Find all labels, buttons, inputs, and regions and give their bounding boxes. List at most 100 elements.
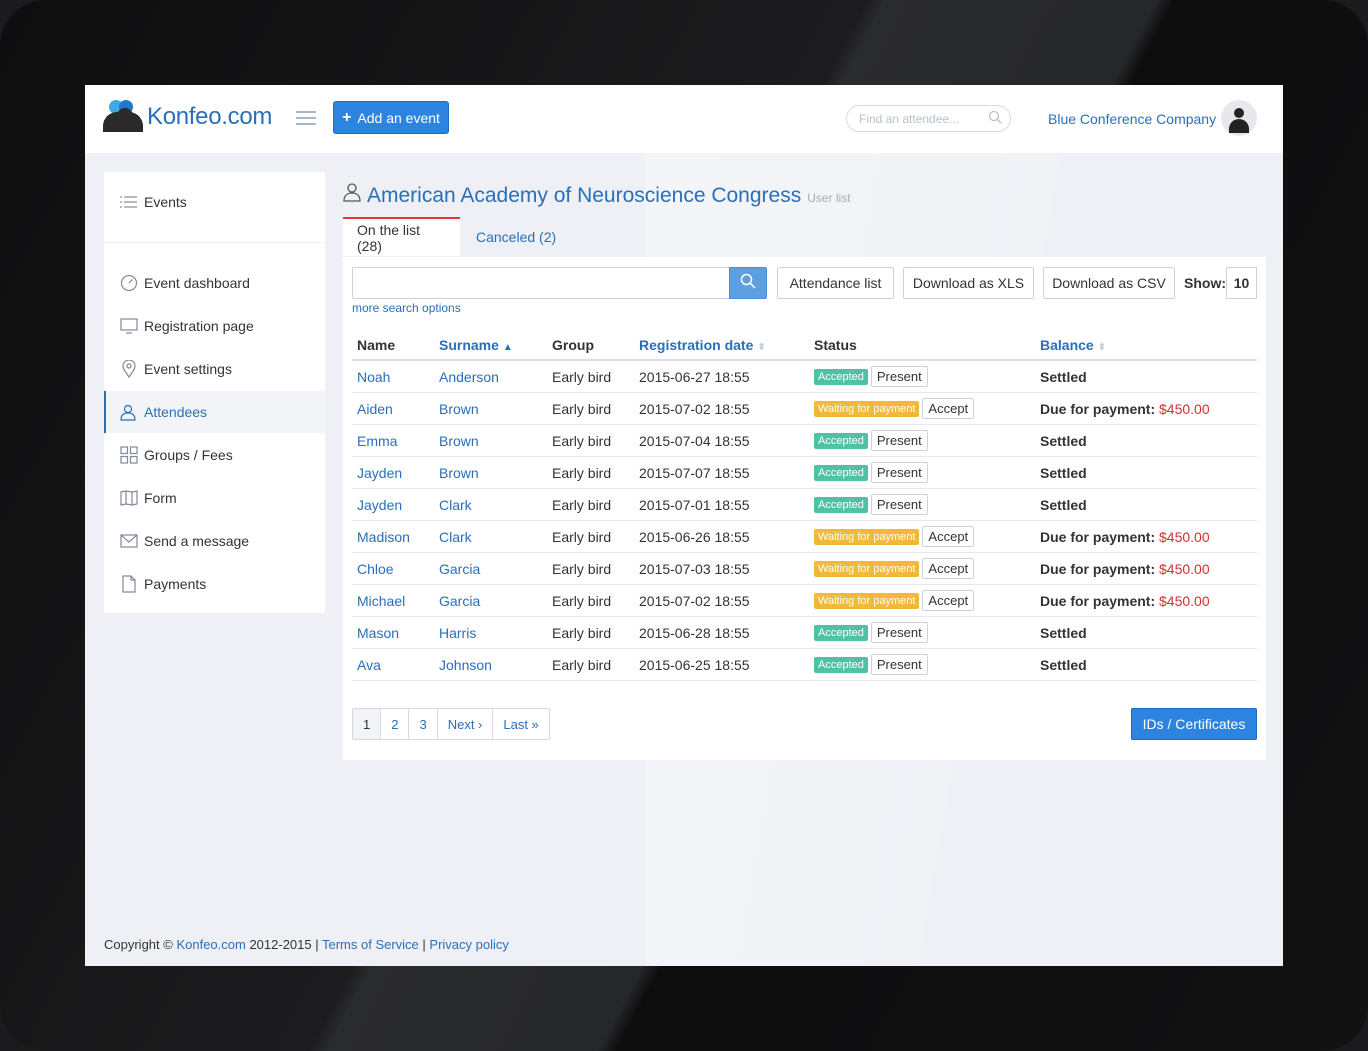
attendee-search-input[interactable]: Find an attendee... bbox=[846, 105, 1011, 132]
amount-due: $450.00 bbox=[1159, 528, 1210, 545]
top-bar: Konfeo.com + Add an event Find an attend… bbox=[85, 85, 1283, 153]
attendee-surname-link[interactable]: Clark bbox=[434, 488, 547, 521]
pagination: 1 2 3 Next › Last » bbox=[352, 708, 550, 740]
attendees-panel: more search options Attendance list Down… bbox=[343, 257, 1266, 760]
sidebar-item-registration-page[interactable]: Registration page bbox=[104, 305, 325, 347]
next-page-button[interactable]: Next › bbox=[438, 709, 494, 739]
book-icon bbox=[120, 489, 138, 507]
list-tabs: On the list (28) Canceled (2) bbox=[343, 217, 1266, 257]
table-row: Emma Brown Early bird 2015-07-04 18:55 Accep… bbox=[352, 424, 1257, 457]
sidebar-item-events[interactable]: Events bbox=[104, 181, 325, 223]
balance-cell: Settled bbox=[1035, 616, 1257, 649]
balance-cell: Settled bbox=[1035, 456, 1257, 489]
sidebar-item-form[interactable]: Form bbox=[104, 477, 325, 519]
balance-cell: Due for payment: $450.00 bbox=[1035, 584, 1257, 617]
present-button[interactable]: Present bbox=[870, 366, 928, 387]
attendee-name-link[interactable]: Jayden bbox=[352, 488, 434, 521]
present-button[interactable]: Present bbox=[870, 494, 928, 515]
column-header-surname[interactable]: Surname ▲ bbox=[434, 331, 547, 361]
attendee-name-link[interactable]: Jayden bbox=[352, 456, 434, 489]
status-badge: Accepted bbox=[814, 496, 868, 513]
logo[interactable]: Konfeo.com bbox=[103, 99, 272, 135]
status-cell: Waiting for payment Accept bbox=[809, 520, 1035, 553]
attendee-surname-link[interactable]: Brown bbox=[434, 392, 547, 425]
attendee-surname-link[interactable]: Garcia bbox=[434, 584, 547, 617]
column-header-registration-date[interactable]: Registration date ⬍ bbox=[634, 331, 809, 361]
status-badge: Accepted bbox=[814, 368, 868, 385]
status-cell: Waiting for payment Accept bbox=[809, 584, 1035, 617]
accept-button[interactable]: Accept bbox=[922, 398, 975, 419]
attendee-surname-link[interactable]: Johnson bbox=[434, 648, 547, 681]
sidebar-item-event-dashboard[interactable]: Event dashboard bbox=[104, 262, 325, 304]
sidebar-item-label: Event settings bbox=[144, 361, 232, 377]
page-size-label: Show: bbox=[1184, 275, 1226, 291]
registration-date: 2015-07-02 18:55 bbox=[634, 584, 809, 617]
add-event-button[interactable]: + Add an event bbox=[333, 101, 449, 134]
attendee-surname-link[interactable]: Clark bbox=[434, 520, 547, 553]
tab-canceled[interactable]: Canceled (2) bbox=[476, 228, 557, 245]
envelope-icon bbox=[120, 532, 138, 550]
tab-on-the-list[interactable]: On the list (28) bbox=[343, 217, 460, 256]
attendee-name-link[interactable]: Chloe bbox=[352, 552, 434, 585]
sidebar-item-groups-fees[interactable]: Groups / Fees bbox=[104, 434, 325, 476]
attendee-surname-link[interactable]: Brown bbox=[434, 456, 547, 489]
terms-of-service-link[interactable]: Terms of Service bbox=[321, 937, 419, 952]
registration-date: 2015-07-01 18:55 bbox=[634, 488, 809, 521]
attendees-table: Name Surname ▲ Group Registration date ⬍ S… bbox=[352, 331, 1257, 681]
accept-button[interactable]: Accept bbox=[922, 590, 975, 611]
page-2-button[interactable]: 2 bbox=[381, 709, 410, 739]
page-size-select[interactable]: 10 bbox=[1226, 267, 1257, 299]
download-xls-button[interactable]: Download as XLS bbox=[903, 267, 1034, 299]
attendee-name-link[interactable]: Aiden bbox=[352, 392, 434, 425]
download-csv-button[interactable]: Download as CSV bbox=[1043, 267, 1175, 299]
sidebar-item-payments[interactable]: Payments bbox=[104, 563, 325, 605]
balance-cell: Settled bbox=[1035, 424, 1257, 457]
attendee-surname-link[interactable]: Brown bbox=[434, 424, 547, 457]
menu-toggle-icon[interactable] bbox=[296, 111, 316, 125]
attendee-name-link[interactable]: Michael bbox=[352, 584, 434, 617]
konfeo-link[interactable]: Konfeo.com bbox=[176, 937, 246, 952]
privacy-policy-link[interactable]: Privacy policy bbox=[429, 937, 509, 952]
attendee-group: Early bird bbox=[547, 648, 634, 681]
sidebar-item-event-settings[interactable]: Event settings bbox=[104, 348, 325, 390]
status-badge: Waiting for payment bbox=[814, 400, 920, 417]
list-search-input[interactable] bbox=[352, 267, 730, 299]
attendee-name-link[interactable]: Ava bbox=[352, 648, 434, 681]
attendee-surname-link[interactable]: Harris bbox=[434, 616, 547, 649]
attendee-name-link[interactable]: Noah bbox=[352, 360, 434, 393]
attendee-name-link[interactable]: Madison bbox=[352, 520, 434, 553]
map-pin-icon bbox=[120, 360, 138, 378]
attendee-surname-link[interactable]: Garcia bbox=[434, 552, 547, 585]
company-name[interactable]: Blue Conference Company bbox=[1048, 111, 1217, 127]
status-badge: Waiting for payment bbox=[814, 560, 920, 577]
accept-button[interactable]: Accept bbox=[922, 558, 975, 579]
add-event-label: Add an event bbox=[357, 109, 440, 126]
sidebar-item-attendees[interactable]: Attendees bbox=[104, 391, 325, 433]
balance-status: Settled bbox=[1040, 432, 1087, 449]
sidebar-item-send-message[interactable]: Send a message bbox=[104, 520, 325, 562]
more-search-options-link[interactable]: more search options bbox=[352, 301, 461, 315]
present-button[interactable]: Present bbox=[870, 622, 928, 643]
present-button[interactable]: Present bbox=[870, 430, 928, 451]
balance-cell: Due for payment: $450.00 bbox=[1035, 392, 1257, 425]
attendance-list-button[interactable]: Attendance list bbox=[777, 267, 894, 299]
list-search-button[interactable] bbox=[729, 267, 767, 299]
last-page-button[interactable]: Last » bbox=[503, 716, 539, 732]
accept-button[interactable]: Accept bbox=[922, 526, 975, 547]
ids-certificates-button[interactable]: IDs / Certificates bbox=[1131, 708, 1257, 740]
grid-icon bbox=[120, 446, 138, 464]
attendee-name-link[interactable]: Emma bbox=[352, 424, 434, 457]
page-3-button[interactable]: 3 bbox=[409, 709, 438, 739]
table-row: Aiden Brown Early bird 2015-07-02 18:55 Wait… bbox=[352, 392, 1257, 425]
present-button[interactable]: Present bbox=[870, 654, 928, 675]
attendee-surname-link[interactable]: Anderson bbox=[434, 360, 547, 393]
page-1-button[interactable]: 1 bbox=[353, 709, 382, 739]
main-content: American Academy of Neuroscience Congres… bbox=[343, 172, 1266, 760]
present-button[interactable]: Present bbox=[870, 462, 928, 483]
attendee-name-link[interactable]: Mason bbox=[352, 616, 434, 649]
column-header-balance[interactable]: Balance ⬍ bbox=[1035, 331, 1257, 361]
user-avatar-icon[interactable] bbox=[1221, 100, 1257, 136]
search-icon bbox=[988, 110, 1002, 127]
column-header-name: Name bbox=[352, 331, 434, 361]
balance-status: Due for payment: bbox=[1040, 560, 1156, 577]
